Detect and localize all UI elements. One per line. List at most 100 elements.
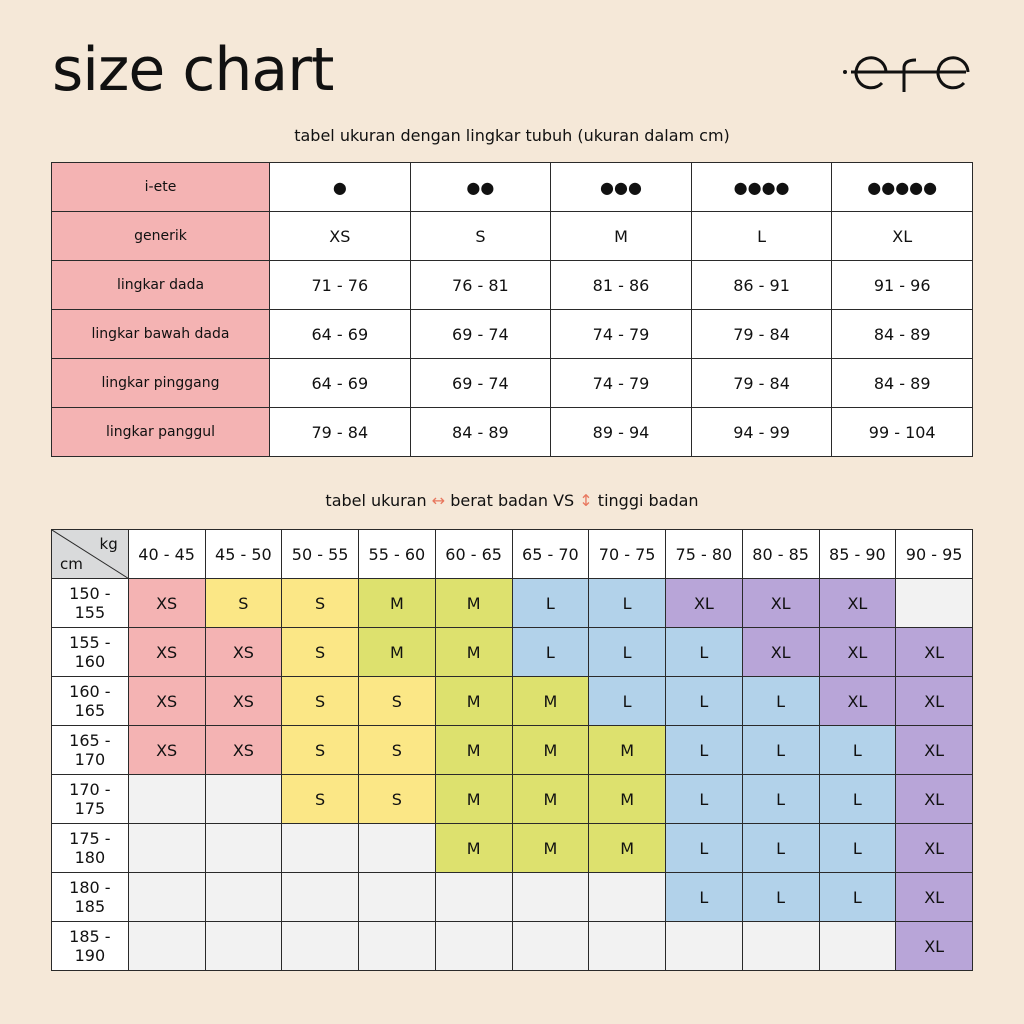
size-cell: S (281, 676, 359, 726)
table1-caption: tabel ukuran dengan lingkar tubuh (ukura… (294, 126, 730, 145)
weight-header: 50 - 55 (281, 529, 359, 579)
empty-cell (818, 921, 897, 971)
table-cell: ●●●● (690, 162, 833, 212)
size-cell: L (665, 774, 743, 824)
table-cell: 71 - 76 (269, 260, 411, 310)
size-cell: XS (204, 627, 283, 677)
table-row: 180 - 185 L L L XL (51, 872, 973, 922)
table-cell: 69 - 74 (409, 358, 552, 408)
table-row: 150 - 155 XS S S M M L L XL XL XL (51, 578, 973, 628)
height-header: 180 - 185 (51, 872, 129, 922)
table-cell: 91 - 96 (831, 260, 973, 310)
height-unit-label: cm (60, 555, 83, 573)
row-label: i-ete (51, 162, 270, 212)
ete-logo (843, 56, 970, 92)
vertical-arrow-icon: ↕ (579, 491, 593, 510)
size-cell: L (818, 823, 897, 873)
empty-cell (281, 921, 359, 971)
weight-header: 80 - 85 (741, 529, 820, 579)
size-cell: L (741, 676, 820, 726)
table-row: 160 - 165 XS XS S S M M L L L XL XL (51, 676, 973, 726)
weight-unit-label: kg (99, 535, 118, 553)
table-cell: 86 - 91 (690, 260, 833, 310)
height-header: 175 - 180 (51, 823, 129, 873)
table2-caption: tabel ukuran ↔ berat badan VS ↕ tinggi b… (0, 491, 1024, 510)
empty-cell (204, 872, 283, 922)
size-cell: M (511, 823, 590, 873)
table-row: 165 - 170 XS XS S S M M M L L L XL (51, 725, 973, 775)
size-cell: M (434, 774, 513, 824)
size-cell: XS (204, 725, 283, 775)
table-cell: 84 - 89 (831, 309, 973, 359)
size-cell: L (741, 774, 820, 824)
table-cell: 81 - 86 (550, 260, 692, 310)
size-cell: XL (895, 921, 973, 971)
table-cell: ● (269, 162, 411, 212)
size-cell: S (358, 774, 436, 824)
empty-cell (895, 578, 973, 628)
table-cell: 79 - 84 (690, 358, 833, 408)
size-cell: M (434, 627, 513, 677)
empty-cell (511, 921, 590, 971)
table-cell: 76 - 81 (409, 260, 552, 310)
table-cell: ●●●●● (831, 162, 973, 212)
height-header: 160 - 165 (51, 676, 129, 726)
size-cell: L (588, 627, 666, 677)
size-cell: XL (818, 676, 897, 726)
weight-header: 70 - 75 (588, 529, 666, 579)
size-cell: L (818, 872, 897, 922)
empty-cell (127, 774, 206, 824)
height-header: 185 - 190 (51, 921, 129, 971)
empty-cell (358, 921, 436, 971)
size-cell: M (434, 676, 513, 726)
empty-cell (588, 872, 666, 922)
table-row: 175 - 180 M M M L L L XL (51, 823, 973, 873)
table-cell: 74 - 79 (550, 309, 692, 359)
weight-header: 45 - 50 (204, 529, 283, 579)
body-measurement-table: i-ete ● ●● ●●● ●●●● ●●●●● generik XS S M L XL lingka… (51, 162, 973, 457)
size-cell: L (818, 774, 897, 824)
table-cell: 64 - 69 (269, 309, 411, 359)
table-cell: 79 - 84 (690, 309, 833, 359)
empty-cell (665, 921, 743, 971)
size-cell: M (511, 676, 590, 726)
weight-header: 40 - 45 (127, 529, 206, 579)
empty-cell (741, 921, 820, 971)
caption-text-2: berat badan VS (450, 491, 575, 510)
empty-cell (281, 872, 359, 922)
table-cell: M (550, 211, 692, 261)
size-cell: XS (127, 725, 206, 775)
caption-text-3: tinggi badan (597, 491, 699, 510)
table-cell: 69 - 74 (409, 309, 552, 359)
height-header: 165 - 170 (51, 725, 129, 775)
table-row: 155 - 160 XS XS S M M L L L XL XL XL (51, 627, 973, 677)
size-cell: M (358, 578, 436, 628)
size-cell: S (281, 578, 359, 628)
size-cell: M (358, 627, 436, 677)
size-cell: L (511, 578, 590, 628)
row-label: lingkar dada (51, 260, 270, 310)
size-cell: M (588, 725, 666, 775)
empty-cell (434, 921, 513, 971)
size-cell: L (741, 725, 820, 775)
empty-cell (204, 921, 283, 971)
table-cell: XL (831, 211, 973, 261)
size-cell: M (511, 774, 590, 824)
table-cell: XS (269, 211, 411, 261)
size-cell: XL (818, 578, 897, 628)
weight-header: 75 - 80 (665, 529, 743, 579)
size-cell: XL (895, 676, 973, 726)
table-cell: 64 - 69 (269, 358, 411, 408)
table-cell: S (409, 211, 552, 261)
weight-height-table: kg cm 40 - 45 45 - 50 50 - 55 55 - 60 60 - 65 6… (51, 529, 973, 971)
size-cell: L (741, 872, 820, 922)
size-cell: L (665, 725, 743, 775)
size-cell: L (511, 627, 590, 677)
row-label: generik (51, 211, 270, 261)
table-row: 170 - 175 S S M M M L L L XL (51, 774, 973, 824)
table-row: generik XS S M L XL (51, 211, 973, 261)
empty-cell (127, 823, 206, 873)
size-cell: M (588, 823, 666, 873)
size-cell: S (281, 725, 359, 775)
size-cell: S (358, 725, 436, 775)
